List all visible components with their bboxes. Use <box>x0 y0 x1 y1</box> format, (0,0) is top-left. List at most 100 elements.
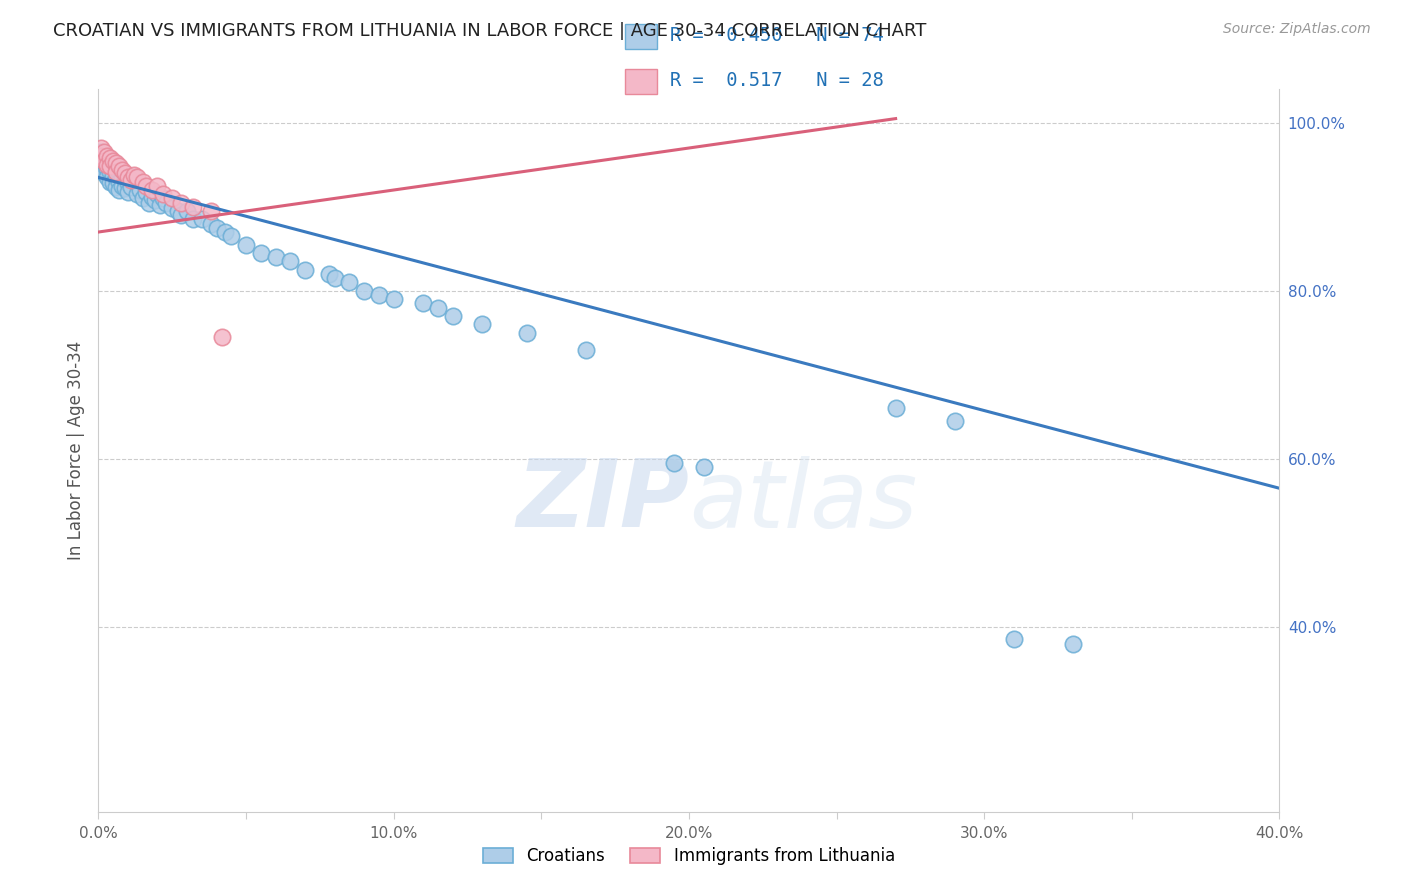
Point <box>90 145 112 160</box>
Point <box>382 292 405 306</box>
Point <box>162 202 183 216</box>
Point <box>132 175 155 189</box>
Point <box>93 158 115 172</box>
Point <box>368 288 391 302</box>
Point <box>114 166 136 180</box>
Point <box>96 153 118 168</box>
Point <box>98 151 121 165</box>
Point <box>441 309 464 323</box>
Point <box>1002 632 1025 647</box>
Point <box>93 153 115 168</box>
Point <box>884 401 907 416</box>
Point <box>162 191 183 205</box>
Point <box>125 176 148 190</box>
Text: Source: ZipAtlas.com: Source: ZipAtlas.com <box>1223 22 1371 37</box>
Legend: Croatians, Immigrants from Lithuania: Croatians, Immigrants from Lithuania <box>477 840 901 872</box>
Point <box>93 145 115 160</box>
Point <box>235 237 257 252</box>
Text: CROATIAN VS IMMIGRANTS FROM LITHUANIA IN LABOR FORCE | AGE 30-34 CORRELATION CHA: CROATIAN VS IMMIGRANTS FROM LITHUANIA IN… <box>53 22 927 40</box>
Point <box>128 183 150 197</box>
Point <box>318 267 340 281</box>
Point <box>93 166 115 180</box>
Point <box>181 200 204 214</box>
Point <box>103 160 125 174</box>
Point <box>108 166 131 180</box>
Point <box>149 198 172 212</box>
Point <box>167 204 190 219</box>
Point <box>98 160 121 174</box>
Point <box>264 250 287 264</box>
Point <box>339 276 361 290</box>
Point <box>105 171 128 186</box>
Point <box>103 168 125 182</box>
Text: ZIP: ZIP <box>516 455 689 547</box>
Point <box>98 164 121 178</box>
Point <box>664 456 686 470</box>
Point <box>693 460 716 475</box>
Point <box>155 195 177 210</box>
Point <box>323 271 346 285</box>
Point <box>181 212 204 227</box>
Point <box>111 178 134 193</box>
Point <box>117 169 139 184</box>
Point <box>96 158 118 172</box>
Text: atlas: atlas <box>689 456 917 547</box>
Point <box>120 179 142 194</box>
Point <box>114 173 136 187</box>
Point <box>214 225 236 239</box>
Point <box>103 153 125 168</box>
Point <box>93 149 115 163</box>
Point <box>105 156 128 170</box>
Point <box>250 246 273 260</box>
Point <box>108 160 131 174</box>
Point <box>108 183 131 197</box>
Point <box>141 183 163 197</box>
Point <box>125 187 148 202</box>
Point <box>427 301 450 315</box>
Point <box>170 208 193 222</box>
Point <box>122 170 145 185</box>
Point <box>117 176 139 190</box>
Point <box>138 195 160 210</box>
Point <box>96 149 118 163</box>
Point <box>90 161 112 176</box>
Point <box>353 284 375 298</box>
Point <box>125 170 148 185</box>
Point <box>90 153 112 168</box>
Point <box>146 178 169 193</box>
Point <box>98 175 121 189</box>
Point <box>200 217 222 231</box>
Point <box>191 212 214 227</box>
Point <box>152 187 174 202</box>
Point <box>114 181 136 195</box>
Point <box>152 191 174 205</box>
Point <box>103 176 125 190</box>
Point <box>105 162 128 177</box>
Point <box>111 162 134 177</box>
Point <box>117 185 139 199</box>
Point <box>122 168 145 182</box>
Point <box>575 343 598 357</box>
Point <box>412 296 434 310</box>
Point <box>471 318 494 332</box>
Point <box>143 193 166 207</box>
Y-axis label: In Labor Force | Age 30-34: In Labor Force | Age 30-34 <box>66 341 84 560</box>
Point <box>176 204 198 219</box>
Point <box>108 175 131 189</box>
Point <box>1062 637 1084 651</box>
Point <box>96 161 118 176</box>
Point <box>105 164 128 178</box>
Point <box>120 173 142 187</box>
Point <box>96 170 118 185</box>
Point <box>146 187 169 202</box>
Point <box>211 330 233 344</box>
Point <box>170 195 193 210</box>
FancyBboxPatch shape <box>624 69 657 94</box>
Point <box>516 326 538 340</box>
Point <box>135 178 157 193</box>
Point <box>200 204 222 219</box>
Point <box>205 220 228 235</box>
Point <box>141 190 163 204</box>
Point <box>132 191 155 205</box>
Point <box>111 169 134 184</box>
